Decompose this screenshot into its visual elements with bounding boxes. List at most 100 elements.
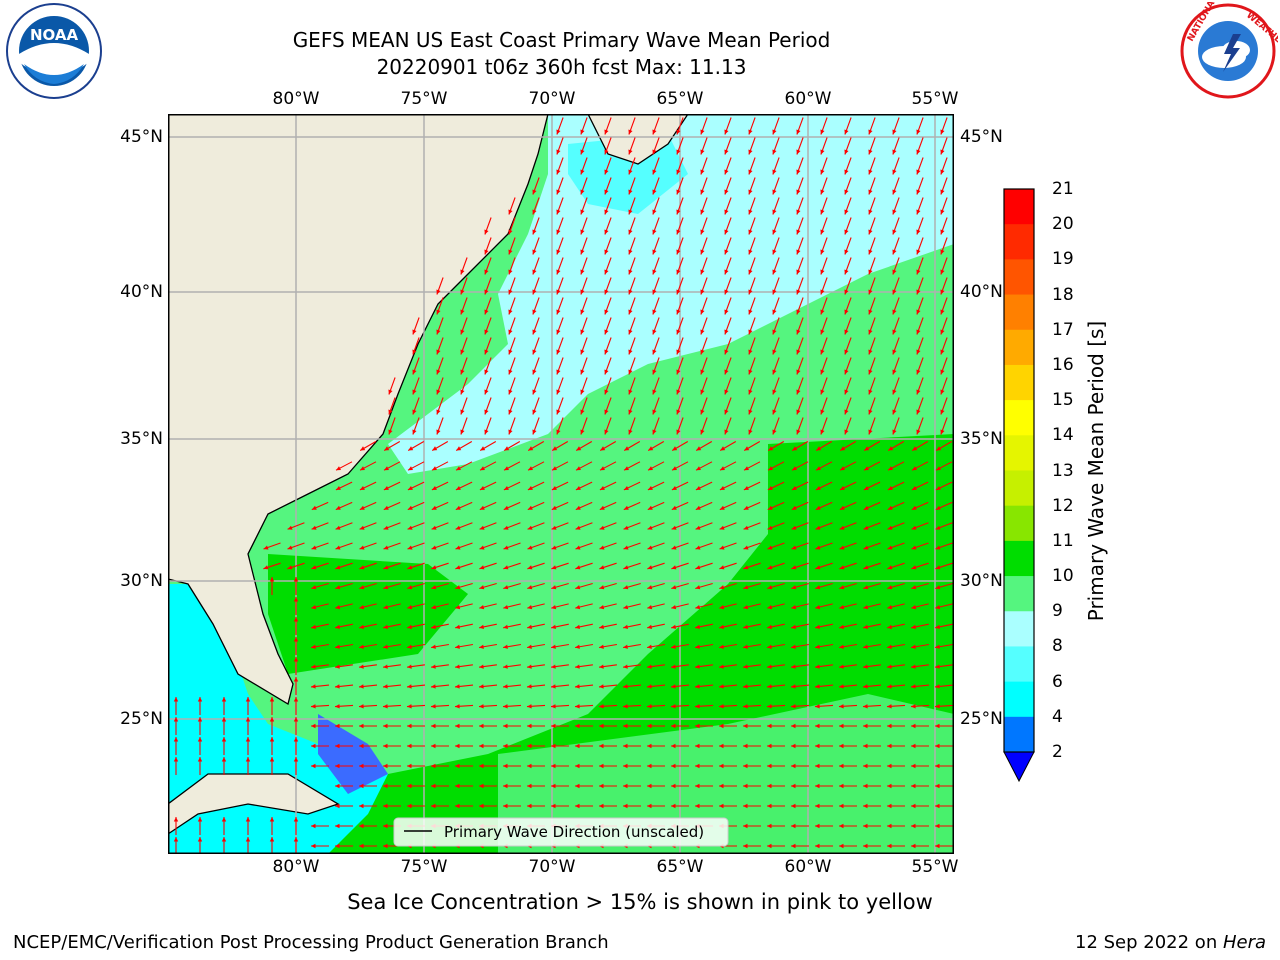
wave-arrow-head: [888, 446, 894, 451]
wave-arrow-head: [816, 466, 821, 471]
wave-arrow-head: [407, 624, 412, 629]
wave-arrow-head: [863, 704, 868, 709]
wave-arrow-head: [868, 269, 873, 275]
wave-arrow-head: [724, 209, 729, 215]
wave-arrow-head: [455, 525, 461, 530]
wave-arrow-head: [245, 717, 251, 722]
wave-arrow-head: [455, 704, 460, 709]
wave-arrow-head: [936, 446, 942, 451]
wave-arrow-head: [455, 803, 460, 809]
wave-arrow-head: [652, 229, 657, 235]
wave-arrow-head: [700, 189, 705, 195]
wave-arrow-head: [431, 505, 437, 510]
wave-arrow-head: [431, 684, 436, 689]
wave-arrow-head: [528, 466, 533, 471]
wave-arrow-head: [911, 664, 916, 669]
wave-arrow-head: [269, 817, 275, 822]
wave-arrow-head: [293, 837, 299, 842]
wave-arrow-head: [815, 743, 820, 749]
wave-arrow-head: [743, 803, 748, 809]
wave-arrow-head: [820, 289, 825, 295]
wave-arrow-head: [796, 249, 801, 255]
wave-arrow-head: [311, 505, 317, 510]
wave-arrow-head: [335, 664, 340, 669]
wave-arrow-head: [484, 289, 489, 295]
wave-arrow-head: [335, 843, 340, 849]
wave-arrow-head: [436, 329, 441, 335]
wave-arrow-head: [748, 369, 753, 375]
wave-arrow-head: [772, 169, 777, 175]
wave-arrow-head: [676, 169, 681, 175]
wave-arrow-head: [287, 545, 293, 550]
wave-arrow-head: [744, 446, 750, 451]
wave-arrow-head: [935, 823, 940, 829]
wave-arrow-head: [695, 723, 700, 729]
wave-arrow-head: [863, 565, 869, 570]
wave-arrow-head: [455, 545, 461, 550]
wave-arrow-head: [503, 525, 509, 530]
wave-arrow-head: [508, 429, 513, 435]
wave-arrow-head: [839, 624, 844, 629]
wave-arrow-head: [868, 309, 873, 315]
wave-arrow-head: [383, 684, 388, 689]
wave-arrow-head: [551, 605, 557, 610]
wave-arrow-head: [628, 389, 633, 395]
wave-arrow-head: [599, 723, 604, 729]
wave-arrow-head: [796, 389, 801, 395]
wave-arrow-head: [820, 429, 825, 435]
wave-arrow-head: [197, 717, 203, 722]
wave-arrow-head: [479, 486, 485, 490]
colorbar-tick-label: 17: [1052, 319, 1074, 340]
wave-arrow-head: [460, 289, 465, 295]
wave-arrow-head: [892, 189, 897, 195]
wave-arrow-head: [940, 409, 945, 415]
wave-arrow-head: [532, 229, 537, 235]
wave-arrow-head: [940, 209, 945, 215]
wave-arrow-head: [383, 624, 388, 629]
wave-arrow-head: [695, 803, 700, 809]
wave-arrow-head: [431, 743, 436, 749]
wave-arrow-head: [887, 644, 892, 649]
wave-arrow-head: [724, 349, 729, 355]
wave-arrow-head: [911, 585, 917, 590]
wave-arrow-head: [935, 644, 940, 649]
wave-arrow-head: [647, 704, 652, 709]
sea-ice-note: Sea Ice Concentration > 15% is shown in …: [347, 890, 933, 914]
wave-arrow-head: [671, 684, 676, 689]
wave-arrow-head: [796, 309, 801, 315]
wave-arrow-head: [791, 545, 797, 550]
wave-arrow-head: [556, 249, 561, 255]
wave-arrow-head: [647, 763, 652, 769]
wave-arrow-head: [460, 389, 465, 395]
wave-arrow-head: [671, 763, 676, 769]
footer-machine: Hera: [1222, 932, 1266, 953]
wave-arrow-head: [820, 209, 825, 215]
colorbar-block: [1004, 540, 1034, 577]
wave-arrow-head: [580, 289, 585, 295]
wave-arrow-head: [580, 409, 585, 415]
wave-arrow-head: [791, 525, 797, 530]
wave-arrow-head: [647, 664, 652, 669]
wave-arrow-head: [407, 565, 413, 570]
colorbar-block: [1004, 716, 1034, 753]
wave-arrow-head: [791, 486, 797, 490]
wave-arrow-head: [892, 329, 897, 335]
wave-arrow-head: [719, 585, 725, 590]
wave-arrow-head: [484, 429, 489, 435]
wave-arrow-head: [551, 783, 556, 789]
wave-arrow-head: [796, 129, 801, 135]
wave-arrow-head: [484, 409, 489, 415]
wave-arrow-head: [911, 624, 916, 629]
wave-arrow-head: [647, 585, 653, 590]
wave-arrow-head: [604, 289, 609, 295]
wave-arrow-head: [431, 783, 436, 789]
plot-title-line-1: GEFS MEAN US East Coast Primary Wave Mea…: [292, 28, 831, 52]
wave-arrow-head: [911, 605, 917, 610]
wave-arrow-head: [815, 605, 821, 610]
wave-arrow-head: [796, 429, 801, 435]
wave-arrow-head: [887, 545, 893, 550]
wave-arrow-head: [844, 269, 849, 275]
wave-arrow-head: [652, 169, 657, 175]
wave-arrow-head: [503, 763, 508, 769]
wave-arrow-head: [935, 723, 940, 729]
